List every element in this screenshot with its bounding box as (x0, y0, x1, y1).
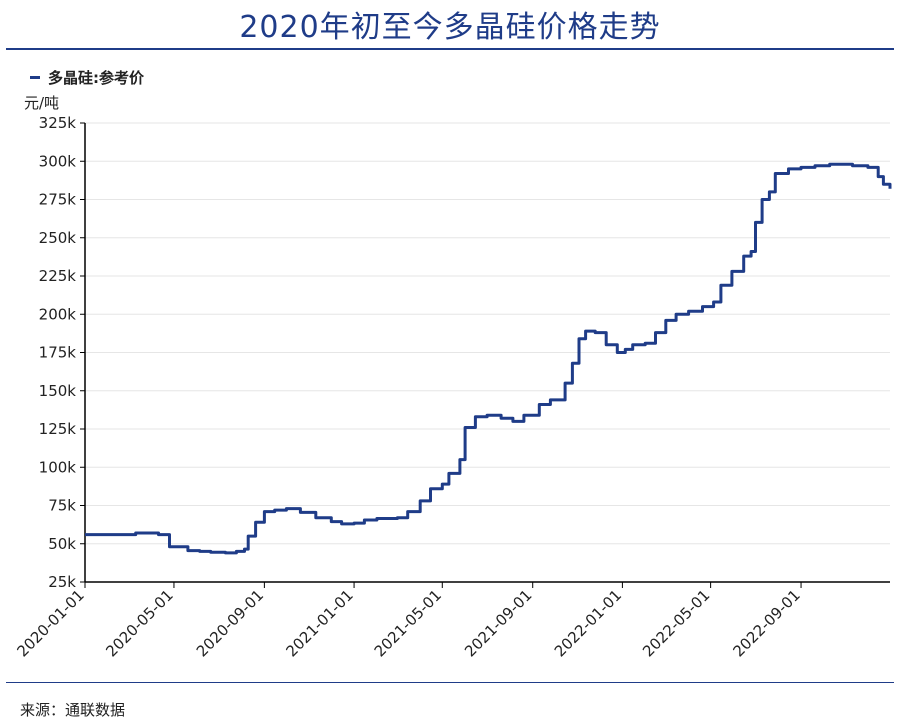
y-tick-label: 225k (39, 267, 77, 285)
y-tick-label: 175k (39, 344, 77, 362)
x-tick-label: 2020-05-01 (102, 586, 176, 660)
chart-title: 2020年初至今多晶硅价格走势 (239, 10, 661, 45)
y-axis-unit: 元/吨 (24, 94, 60, 112)
y-tick-label: 325k (39, 114, 77, 132)
series-line-polysilicon-price (85, 162, 892, 555)
y-tick-label: 150k (39, 382, 77, 400)
y-tick-label: 25k (48, 573, 76, 591)
y-tick-label: 275k (39, 191, 77, 209)
y-tick-label: 100k (39, 458, 77, 476)
y-tick-label: 75k (48, 497, 76, 515)
x-tick-label: 2020-09-01 (193, 586, 267, 660)
source-note: 来源：通联数据 (20, 701, 126, 719)
x-tick-label: 2021-01-01 (283, 586, 357, 660)
legend-label: 多晶硅:参考价 (48, 69, 144, 87)
y-tick-label: 200k (39, 305, 77, 323)
x-tick-label: 2022-01-01 (551, 586, 625, 660)
y-tick-label: 250k (39, 229, 77, 247)
title-divider (6, 48, 894, 50)
legend[interactable]: 多晶硅:参考价 (30, 67, 144, 88)
y-tick-label: 50k (48, 535, 76, 553)
legend-swatch (30, 76, 40, 79)
source-divider (6, 682, 894, 683)
y-tick-label: 125k (39, 420, 77, 438)
x-tick-label: 2021-05-01 (371, 586, 445, 660)
x-tick-label: 2020-01-01 (13, 586, 87, 660)
x-tick-label: 2022-09-01 (729, 586, 803, 660)
y-tick-label: 300k (39, 152, 77, 170)
x-tick-label: 2021-09-01 (461, 586, 535, 660)
x-tick-label: 2022-05-01 (639, 586, 713, 660)
